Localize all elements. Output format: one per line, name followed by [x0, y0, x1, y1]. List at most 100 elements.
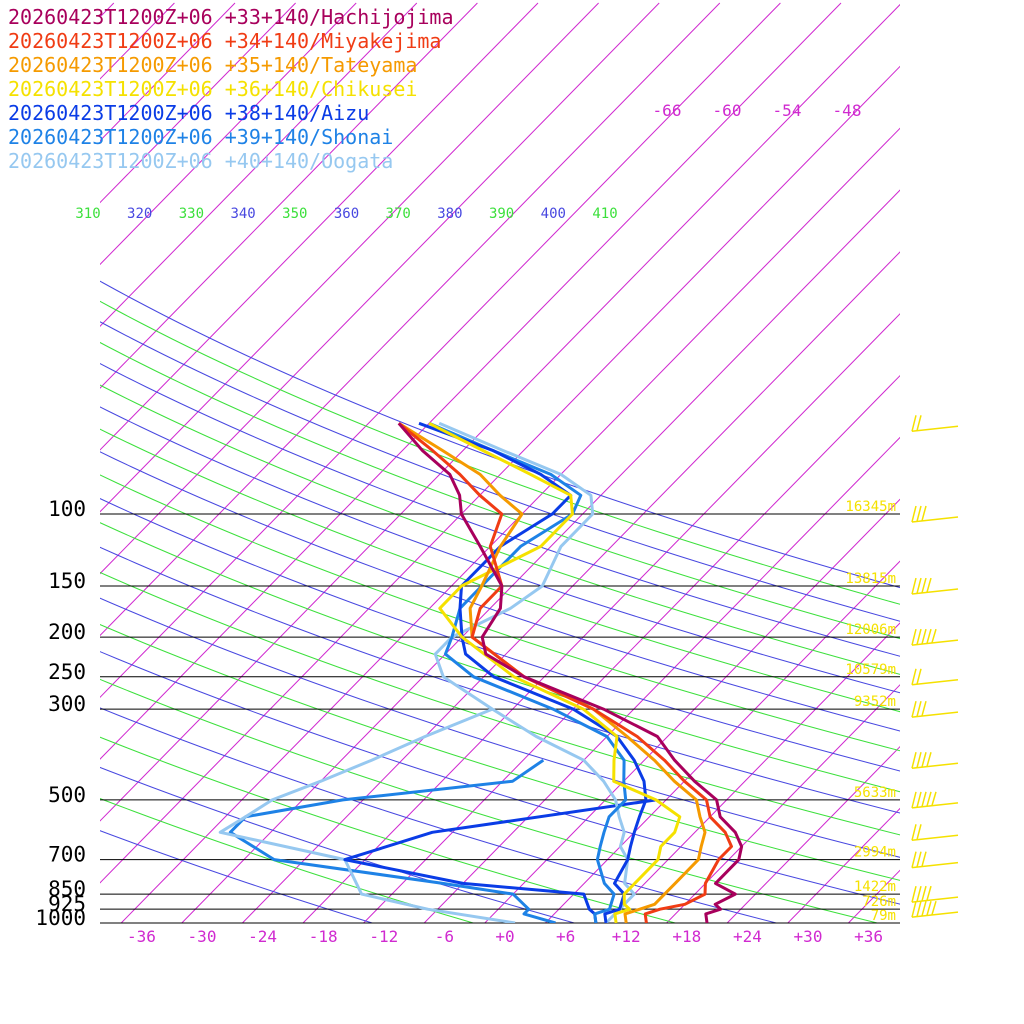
isotherm-line — [100, 2, 418, 327]
barb-flag — [921, 885, 927, 902]
isotherm-line — [666, 684, 900, 923]
barb-flag — [926, 752, 932, 767]
barb-flag — [931, 791, 937, 806]
legend-entry-2: 20260423T1200Z+06 +34+140/Miyakejima — [8, 29, 441, 53]
wind-barb-60 — [911, 415, 959, 433]
barb-staff — [911, 911, 959, 918]
barb-flag — [931, 900, 937, 915]
dry-adiabat-line — [100, 428, 900, 713]
barb-flag — [911, 505, 917, 523]
x-tick-label--24: -24 — [248, 927, 277, 946]
dewpoint-line-shonai-td — [228, 758, 556, 923]
theta-label-310: 310 — [75, 206, 100, 222]
isotherm-line — [100, 3, 900, 822]
barb-flag — [926, 900, 932, 916]
barb-flag — [921, 577, 927, 594]
barb-flag — [921, 791, 927, 807]
barb-flag — [911, 885, 917, 903]
dry-adiabat-line — [100, 624, 900, 881]
x-tick-label--12: -12 — [369, 927, 398, 946]
dry-adiabat-line — [100, 384, 900, 675]
isotherm-line — [100, 2, 539, 451]
pressure-label-700: 700 — [48, 843, 86, 867]
wind-barb-300 — [911, 700, 959, 718]
x-tick-label-+6: +6 — [556, 927, 575, 946]
theta-label-350: 350 — [282, 206, 307, 222]
barb-flag — [916, 577, 922, 594]
x-tick-label-+30: +30 — [794, 927, 823, 946]
legend-entry-6: 20260423T1200Z+06 +39+140/Shonai — [8, 125, 393, 149]
isotherm-line — [363, 374, 900, 923]
barb-flag — [926, 628, 932, 644]
dry-adiabat-line — [100, 736, 676, 923]
wind-barb-700 — [911, 851, 959, 869]
height-label-925: 726m — [862, 894, 896, 910]
dry-adiabat-line — [100, 597, 900, 858]
barb-flag — [916, 791, 922, 808]
x-tick-label--30: -30 — [188, 927, 217, 946]
dry-adiabat-line — [100, 546, 900, 814]
barb-flag — [916, 628, 922, 645]
legend-entry-7: 20260423T1200Z+06 +40+140/Oogata — [8, 149, 393, 173]
dry-adiabat-line — [100, 406, 900, 694]
wind-barb-925 — [911, 900, 959, 918]
x-tick-label--36: -36 — [127, 927, 156, 946]
dry-adiabat-line — [100, 766, 575, 923]
isotherm-top-label--54: -54 — [773, 101, 802, 120]
barb-flag — [911, 577, 917, 595]
temperature-line-chikusei — [428, 421, 682, 923]
isotherm-line — [100, 65, 900, 884]
dry-adiabat-line — [100, 321, 900, 622]
theta-label-400: 400 — [541, 206, 566, 222]
wind-barb-200 — [911, 628, 959, 646]
pressure-label-200: 200 — [48, 620, 86, 644]
barb-staff — [911, 425, 959, 433]
wind-barb-150 — [911, 577, 959, 595]
barb-flag — [921, 851, 927, 867]
x-tick-label-+18: +18 — [672, 927, 701, 946]
height-label-150: 13815m — [845, 571, 896, 587]
dry-adiabat-line — [100, 707, 777, 923]
isotherm-line — [100, 2, 357, 266]
x-tick-label-+0: +0 — [495, 927, 514, 946]
barb-staff — [911, 639, 959, 646]
barb-flag — [921, 900, 927, 917]
barb-flag — [916, 415, 922, 431]
temperature-line-oogata — [433, 421, 636, 923]
barb-flag — [926, 885, 932, 901]
dry-adiabat-line — [100, 678, 878, 923]
x-tick-label-+12: +12 — [612, 927, 641, 946]
isotherm-line — [545, 560, 900, 923]
barb-flag — [916, 505, 922, 522]
dewpoint-line-oogata-td — [218, 707, 516, 923]
legend-entry-1: 20260423T1200Z+06 +33+140/Hachijojima — [8, 5, 454, 29]
barb-flag — [911, 752, 917, 769]
legend: 20260423T1200Z+06 +33+140/Hachijojima202… — [8, 5, 454, 173]
barb-flag — [911, 900, 917, 918]
pressure-label-1000: 1000 — [35, 906, 86, 930]
barb-flag — [931, 628, 937, 643]
pressure-label-100: 100 — [48, 497, 86, 521]
wind-barb-600 — [911, 824, 959, 842]
height-label-100: 16345m — [845, 499, 896, 515]
height-label-700: 2994m — [854, 845, 896, 861]
barb-flag — [911, 824, 917, 841]
temperature-line-tateyama — [398, 422, 707, 923]
pressure-label-300: 300 — [48, 692, 86, 716]
temperature-line-aizu — [418, 421, 648, 923]
isotherm-line — [100, 2, 296, 204]
barb-flag — [911, 628, 917, 646]
barb-flag — [916, 700, 922, 717]
wind-barb-500 — [911, 791, 959, 809]
isotherm-line — [120, 127, 900, 923]
theta-label-370: 370 — [386, 206, 411, 222]
dry-adiabat-line — [100, 651, 900, 905]
barb-flag — [916, 668, 922, 685]
barb-flag — [911, 700, 917, 718]
temperature-line-hachijojima — [397, 422, 744, 923]
barb-staff — [911, 711, 959, 718]
theta-label-360: 360 — [334, 206, 359, 222]
isotherm-line — [100, 2, 781, 699]
